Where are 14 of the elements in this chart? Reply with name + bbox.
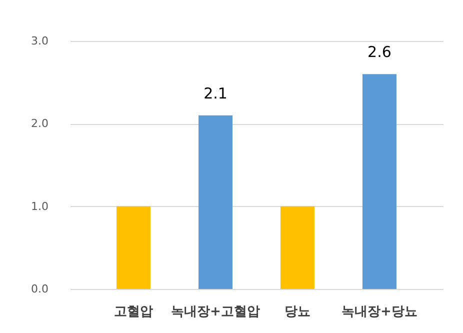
y-tick-label: 3.0 [31,34,48,48]
x-tick-label: 녹내장+당뇨 [342,304,418,320]
x-tick-label: 녹내장+고혈압 [171,304,260,320]
data-label: 2.1 [204,84,228,102]
bar [116,206,151,289]
bar [362,74,396,289]
x-tick-label: 고혈압 [114,304,154,320]
data-label: 2.6 [368,43,392,62]
bar [198,115,233,289]
y-tick-label: 2.0 [31,117,48,130]
y-tick-label: 1.0 [31,200,48,213]
x-tick-label: 당뇨 [284,304,310,320]
bar [280,206,314,289]
y-tick-label: 0.0 [31,282,48,296]
